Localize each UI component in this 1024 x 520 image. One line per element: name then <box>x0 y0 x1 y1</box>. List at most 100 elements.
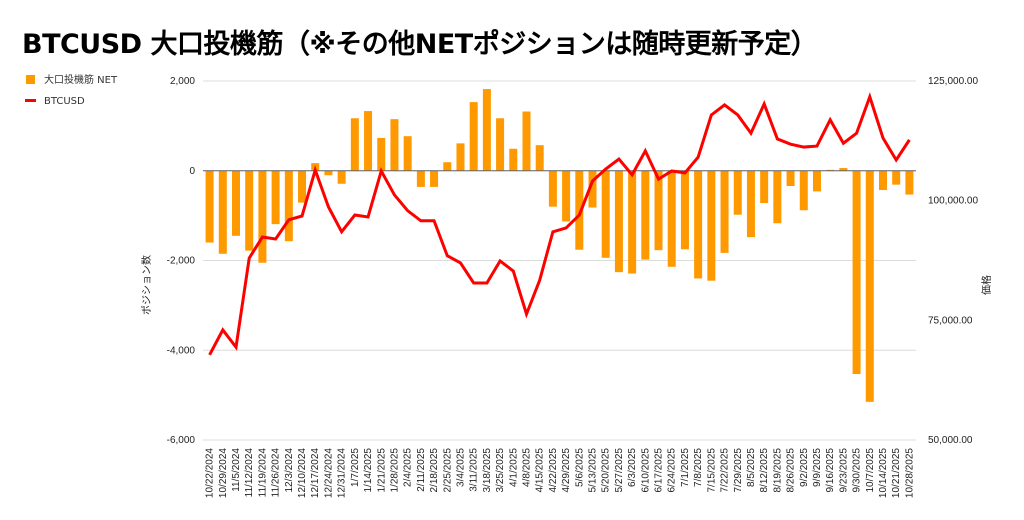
left-tick-label: 0 <box>189 166 195 177</box>
bar <box>245 170 254 251</box>
legend-bar-swatch <box>26 75 35 84</box>
bar <box>628 170 637 274</box>
right-tick-label: 125,000.00 <box>928 76 978 87</box>
bar <box>284 170 293 242</box>
x-tick-label: 2/25/2025 <box>442 448 453 493</box>
x-tick-label: 9/2/2025 <box>799 448 810 487</box>
bar <box>522 111 531 171</box>
bar <box>548 170 557 207</box>
x-tick-label: 12/24/2024 <box>323 448 334 498</box>
x-tick-label: 11/19/2024 <box>257 448 268 498</box>
left-tick-label: -6,000 <box>167 435 196 446</box>
bar <box>733 170 742 215</box>
legend-line-swatch <box>25 99 36 102</box>
chart-title: BTCUSD 大口投機筋（※その他NETポジションは随時更新予定） <box>22 29 818 60</box>
bar <box>430 170 439 187</box>
bar <box>892 170 901 185</box>
x-tick-label: 5/6/2025 <box>574 448 585 487</box>
bar <box>614 170 623 273</box>
x-tick-label: 2/18/2025 <box>429 448 440 493</box>
bar <box>839 168 848 171</box>
x-tick-label: 4/22/2025 <box>548 448 559 493</box>
x-tick-label: 5/13/2025 <box>588 448 599 493</box>
bar <box>469 102 478 171</box>
x-tick-label: 7/15/2025 <box>706 448 717 493</box>
x-tick-label: 4/1/2025 <box>508 448 519 487</box>
bar <box>390 119 399 171</box>
x-tick-label: 1/28/2025 <box>389 448 400 493</box>
bar <box>456 143 465 171</box>
x-tick-label: 1/7/2025 <box>350 448 361 487</box>
bar <box>601 170 610 258</box>
left-tick-label: -2,000 <box>167 256 196 267</box>
x-tick-label: 10/7/2025 <box>865 448 876 493</box>
right-tick-label: 100,000.00 <box>928 196 978 207</box>
bar <box>562 170 571 222</box>
bar <box>575 170 584 250</box>
bar <box>535 145 544 171</box>
x-tick-label: 12/10/2024 <box>297 448 308 498</box>
bar <box>482 89 491 171</box>
x-tick-label: 7/29/2025 <box>733 448 744 493</box>
legend-line-label: BTCUSD <box>44 96 85 107</box>
bar <box>852 170 861 375</box>
x-tick-label: 3/4/2025 <box>455 448 466 487</box>
bar <box>905 170 914 195</box>
x-tick-label: 3/11/2025 <box>469 448 480 492</box>
bar <box>694 170 703 279</box>
bar <box>641 170 650 260</box>
x-tick-label: 12/31/2024 <box>337 448 348 498</box>
x-tick-label: 9/30/2025 <box>852 448 863 493</box>
bar <box>496 118 505 171</box>
bar <box>588 170 597 208</box>
x-tick-label: 11/5/2024 <box>231 448 242 492</box>
x-tick-label: 5/20/2025 <box>601 448 612 493</box>
bar <box>377 137 386 171</box>
x-tick-label: 2/11/2025 <box>416 448 427 492</box>
right-tick-label: 75,000.00 <box>928 315 973 326</box>
left-tick-label: 2,000 <box>170 76 195 87</box>
x-tick-label: 4/15/2025 <box>535 448 546 493</box>
x-tick-label: 11/26/2024 <box>271 448 282 498</box>
bar <box>298 170 307 203</box>
bar <box>258 170 267 263</box>
x-tick-label: 8/19/2025 <box>772 448 783 493</box>
x-tick-label: 8/5/2025 <box>746 448 757 487</box>
x-tick-label: 3/18/2025 <box>482 448 493 493</box>
right-axis-title: 価格 <box>980 275 993 295</box>
x-tick-label: 3/25/2025 <box>495 448 506 493</box>
x-tick-label: 9/16/2025 <box>825 448 836 493</box>
bar <box>878 170 887 191</box>
x-tick-label: 12/3/2024 <box>284 448 295 493</box>
x-tick-label: 4/29/2025 <box>561 448 572 493</box>
x-tick-label: 7/8/2025 <box>693 448 704 487</box>
x-tick-label: 6/24/2025 <box>667 448 678 493</box>
right-tick-label: 50,000.00 <box>928 435 973 446</box>
bar <box>786 170 795 187</box>
bar <box>680 170 689 250</box>
left-tick-label: -4,000 <box>167 345 196 356</box>
bar <box>218 170 227 254</box>
bar <box>324 170 333 176</box>
bar <box>271 170 280 225</box>
x-tick-label: 11/12/2024 <box>244 448 255 498</box>
x-tick-label: 7/1/2025 <box>680 448 691 487</box>
bar <box>205 170 214 243</box>
bar <box>416 170 425 187</box>
bar <box>773 170 782 224</box>
x-tick-label: 6/3/2025 <box>627 448 638 487</box>
bar <box>720 170 729 253</box>
x-tick-label: 9/9/2025 <box>812 448 823 487</box>
left-axis-title: ポジション数 <box>140 255 153 315</box>
bar <box>509 148 518 171</box>
bar <box>799 170 808 211</box>
x-tick-label: 10/29/2024 <box>218 448 229 498</box>
bar <box>654 170 663 251</box>
x-tick-label: 1/14/2025 <box>363 448 374 493</box>
x-tick-label: 10/22/2024 <box>205 448 216 498</box>
x-tick-label: 1/21/2025 <box>376 448 387 493</box>
bar <box>746 170 755 238</box>
bar <box>707 170 716 281</box>
bar <box>337 170 346 184</box>
x-tick-label: 2/4/2025 <box>403 448 414 487</box>
